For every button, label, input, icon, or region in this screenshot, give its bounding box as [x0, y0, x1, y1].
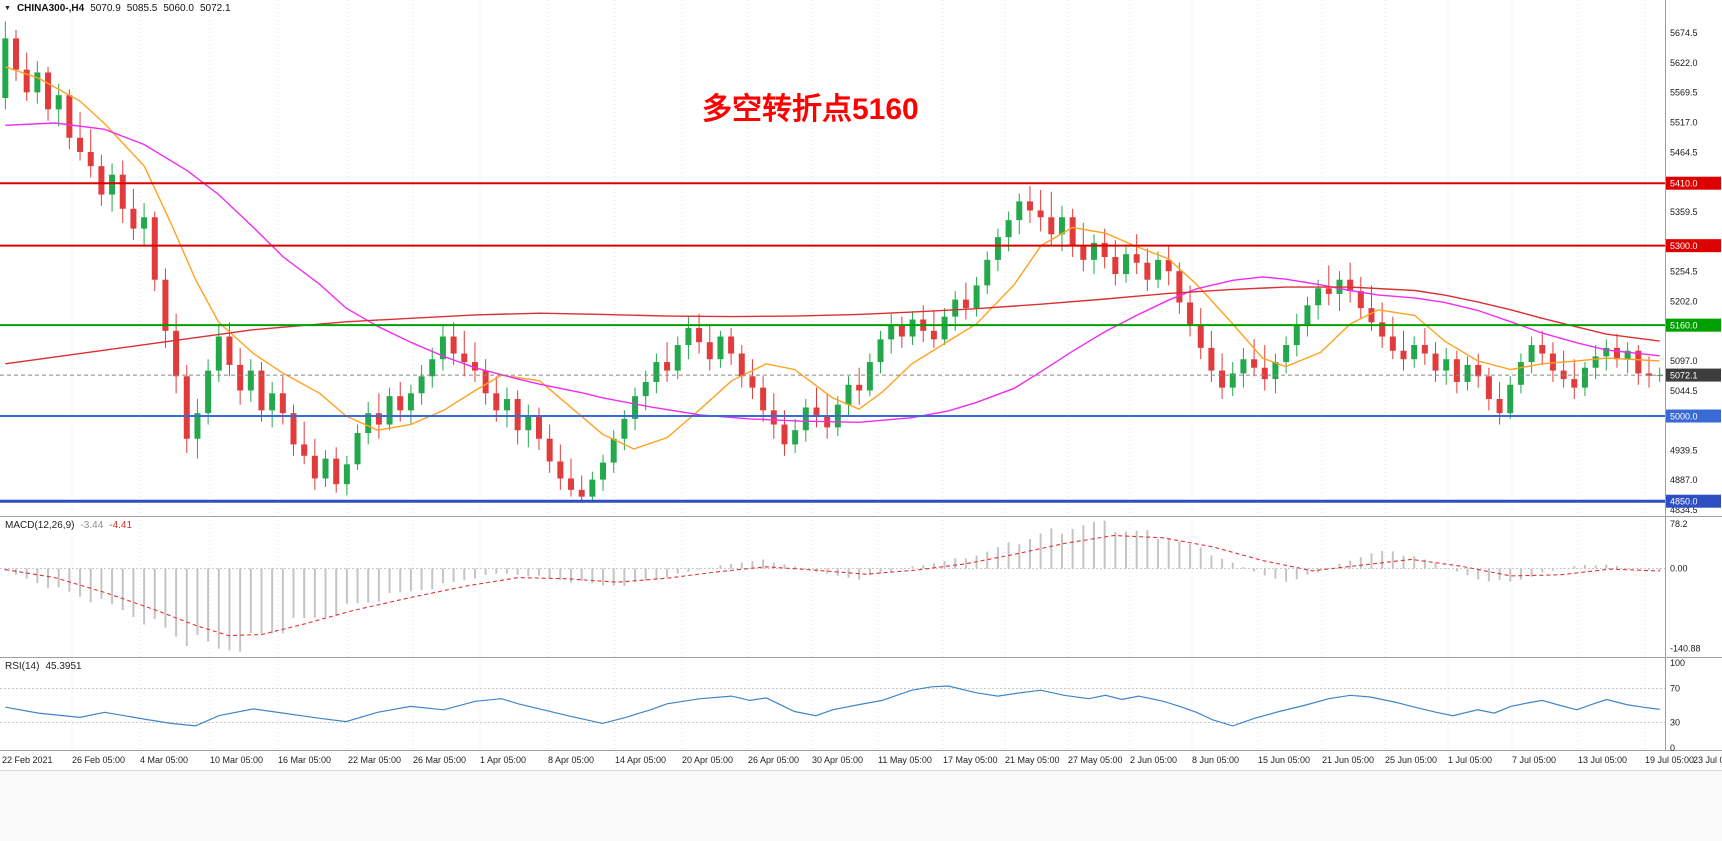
macd-signal-line [5, 534, 1660, 637]
time-label: 1 Jul 05:00 [1448, 755, 1492, 765]
macd-name: MACD(12,26,9) [5, 520, 75, 531]
time-label: 27 May 05:00 [1068, 755, 1123, 765]
symbol-period-label: CHINA300-,H4 [16, 3, 85, 14]
time-label: 14 Apr 05:00 [615, 755, 666, 765]
time-gridlines [71, 0, 1646, 750]
time-label: 26 Apr 05:00 [748, 755, 799, 765]
price-tick: 4887.0 [1670, 475, 1698, 485]
price-tag: 5410.0 [1666, 176, 1721, 190]
macd-signal-value: -4.41 [109, 520, 133, 531]
macd-tick: 0.00 [1670, 564, 1688, 574]
time-label: 11 May 05:00 [878, 755, 932, 765]
time-label: 7 Jul 05:00 [1512, 755, 1556, 765]
macd-tick: -140.88 [1670, 644, 1701, 654]
window-footer [0, 771, 1722, 841]
chart-canvas[interactable]: 5674.5 5622.0 5569.5 5517.0 5464.5 5359.5 5254… [0, 0, 1722, 771]
price-tick: 5622.0 [1670, 58, 1698, 68]
time-label: 22 Mar 05:00 [348, 755, 401, 765]
time-label: 10 Mar 05:00 [210, 755, 263, 765]
price-tag-label: 5072.1 [1670, 371, 1698, 381]
price-tick: 5097.0 [1670, 356, 1698, 366]
price-tag: 5160.0 [1666, 318, 1721, 332]
time-label: 15 Jun 05:00 [1258, 755, 1310, 765]
price-tick: 5202.0 [1670, 296, 1698, 306]
time-label: 23 Jul 05:00 [1693, 755, 1722, 765]
price-tag-label: 4850.0 [1670, 497, 1698, 507]
rsi-pane [0, 685, 1665, 727]
ma-line-slow-red [5, 286, 1660, 365]
price-tick: 4939.5 [1670, 445, 1698, 455]
ma-line-fast-orange [5, 66, 1660, 450]
price-tick: 5359.5 [1670, 207, 1698, 217]
rsi-value: 45.3951 [45, 661, 82, 672]
macd-pane [0, 520, 1665, 652]
ohlc-close-value: 5072.1 [199, 3, 231, 14]
price-axis-ticks: 5674.5 5622.0 5569.5 5517.0 5464.5 5359.5 5254… [1670, 28, 1698, 515]
time-label: 26 Mar 05:00 [413, 755, 466, 765]
rsi-line [5, 685, 1660, 727]
time-label: 25 Jun 05:00 [1385, 755, 1437, 765]
price-tag-label: 5410.0 [1670, 179, 1698, 189]
price-tick: 4834.5 [1670, 505, 1698, 515]
rsi-tick: 100 [1670, 658, 1685, 668]
time-label: 8 Jun 05:00 [1192, 755, 1239, 765]
chart-dropdown-icon[interactable]: ▼ [4, 5, 11, 12]
price-tag: 5072.1 [1666, 368, 1721, 382]
time-label: 19 Jul 05:00 [1645, 755, 1694, 765]
price-tick: 5464.5 [1670, 147, 1698, 157]
time-label: 22 Feb 2021 [2, 755, 53, 765]
rsi-tick: 0 [1670, 743, 1675, 753]
time-label: 17 May 05:00 [943, 755, 998, 765]
ma-line-medium-magenta [5, 122, 1660, 424]
price-tag-label: 5160.0 [1670, 321, 1698, 331]
rsi-axis-ticks: 100 70 30 0 [1670, 658, 1685, 753]
time-label: 16 Mar 05:00 [278, 755, 331, 765]
price-tick: 5517.0 [1670, 117, 1698, 127]
ohlc-low-value: 5060.0 [163, 3, 194, 14]
ohlc-high-value: 5085.5 [126, 3, 158, 14]
chart-annotation-text[interactable]: 多空转折点5160 [702, 93, 919, 126]
time-label: 21 May 05:00 [1005, 755, 1060, 765]
time-label: 2 Jun 05:00 [1130, 755, 1177, 765]
rsi-name: RSI(14) [5, 661, 40, 672]
time-label: 21 Jun 05:00 [1322, 755, 1374, 765]
time-label: 30 Apr 05:00 [812, 755, 863, 765]
price-tag: 4850.0 [1666, 494, 1721, 508]
rsi-tick: 70 [1670, 684, 1680, 694]
symbol-info-bar: ▼ CHINA300-,H4 5070.9 5085.5 5060.0 5072… [4, 3, 231, 14]
price-tag: 5000.0 [1666, 409, 1721, 423]
price-tick: 5674.5 [1670, 28, 1698, 38]
price-tag-label: 5300.0 [1670, 241, 1698, 251]
macd-histogram [4, 520, 1661, 652]
price-tag: 5300.0 [1666, 239, 1721, 253]
macd-main-value: -3.44 [80, 520, 104, 531]
macd-tick: 78.2 [1670, 519, 1688, 529]
price-tick: 5254.5 [1670, 267, 1698, 277]
time-label: 1 Apr 05:00 [480, 755, 526, 765]
rsi-tick: 30 [1670, 718, 1680, 728]
rsi-indicator-label: RSI(14) 45.3951 [5, 661, 82, 672]
ohlc-open-value: 5070.9 [90, 3, 121, 14]
macd-indicator-label: MACD(12,26,9) -3.44 -4.41 [5, 520, 132, 531]
macd-axis-ticks: 78.2 0.00 -140.88 [1670, 519, 1701, 654]
price-tick: 5044.5 [1670, 386, 1698, 396]
time-label: 8 Apr 05:00 [548, 755, 594, 765]
time-label: 13 Jul 05:00 [1578, 755, 1627, 765]
time-label: 26 Feb 05:00 [72, 755, 125, 765]
time-axis: 22 Feb 2021 26 Feb 05:00 4 Mar 05:00 10 Mar… [2, 755, 1722, 765]
price-tick: 5569.5 [1670, 88, 1698, 98]
time-label: 20 Apr 05:00 [682, 755, 733, 765]
price-tag-label: 5000.0 [1670, 412, 1698, 422]
time-label: 4 Mar 05:00 [140, 755, 188, 765]
